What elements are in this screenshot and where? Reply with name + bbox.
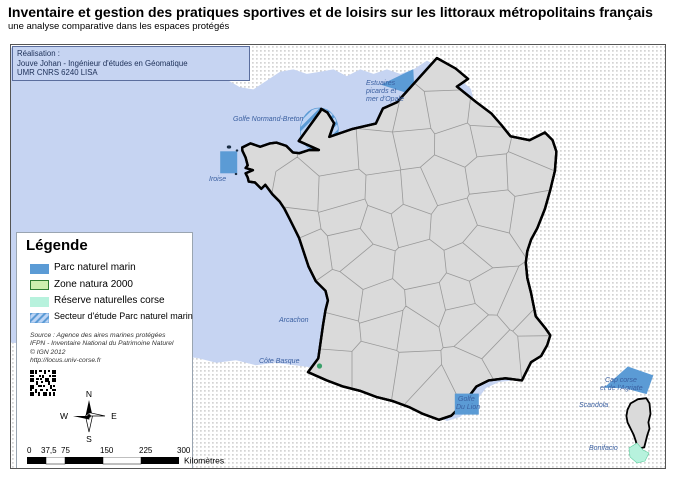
svg-text:N: N	[86, 389, 92, 399]
svg-text:mer d'Opale: mer d'Opale	[366, 96, 404, 103]
svg-text:picards et: picards et	[365, 88, 397, 95]
svg-text:Du Lion: Du Lion	[456, 404, 480, 411]
svg-text:Côte Basque: Côte Basque	[259, 358, 300, 365]
svg-text:Golfe: Golfe	[458, 396, 475, 403]
svg-text:Iroise: Iroise	[209, 176, 226, 183]
svg-text:et de l'Agriate: et de l'Agriate	[600, 385, 643, 392]
svg-text:Bonifacio: Bonifacio	[589, 445, 618, 452]
svg-text:Arcachon: Arcachon	[278, 317, 309, 324]
svg-text:Golfe Normand-Breton: Golfe Normand-Breton	[233, 116, 304, 123]
svg-text:W: W	[60, 411, 68, 421]
svg-text:Estuaires: Estuaires	[366, 80, 396, 87]
svg-text:Scandola: Scandola	[579, 402, 608, 409]
svg-text:S: S	[86, 434, 92, 444]
svg-text:Cap corse: Cap corse	[605, 377, 637, 384]
svg-text:E: E	[111, 411, 117, 421]
svg-text:Kilomètres: Kilomètres	[184, 457, 224, 466]
